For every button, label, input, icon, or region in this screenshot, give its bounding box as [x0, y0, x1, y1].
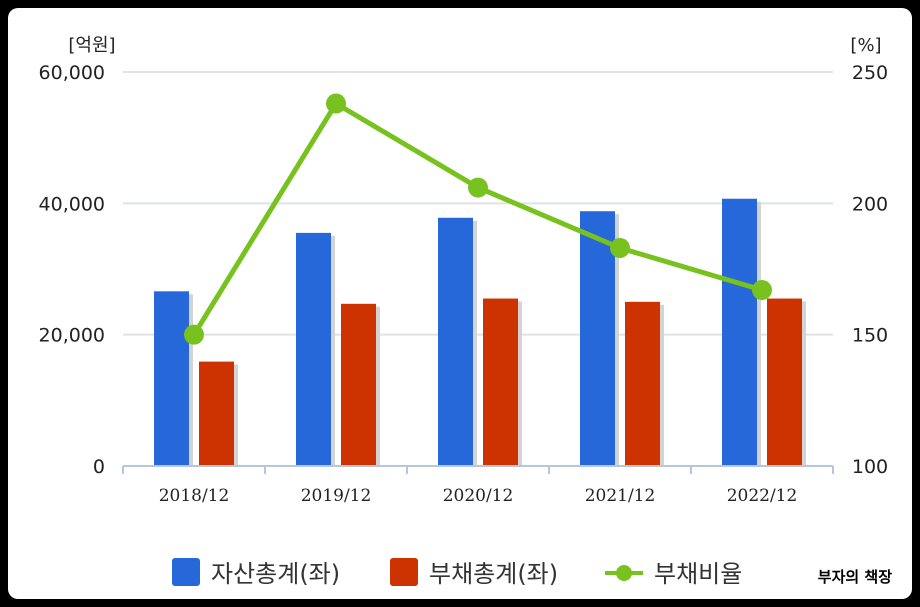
bar-liabilities [767, 298, 802, 466]
legend-label-ratio: 부채비율 [654, 560, 742, 588]
bar-assets [722, 198, 757, 466]
right-axis-tick-label: 100 [852, 456, 888, 478]
x-axis-tick-label: 2021/12 [585, 486, 656, 506]
bar-assets [296, 232, 331, 466]
bar-liabilities [199, 361, 234, 466]
legend-label-liabilities: 부채총계(좌) [429, 560, 558, 588]
left-axis-tick-label: 0 [93, 456, 105, 478]
right-axis-tick-label: 200 [852, 193, 888, 215]
right-axis-unit: [%] [850, 35, 881, 56]
bar-assets [438, 217, 473, 466]
left-axis: [억원] 0 20,000 40,000 60,000 [39, 35, 116, 478]
legend-item-liabilities[interactable]: 부채총계(좌) [390, 558, 558, 588]
legend-item-ratio[interactable]: 부채비율 [605, 560, 742, 588]
legend-label-assets: 자산총계(좌) [211, 560, 340, 588]
ratio-point [752, 280, 772, 301]
bar-assets [154, 291, 189, 466]
legend-swatch-liabilities [390, 558, 418, 586]
x-axis: 2018/12 2019/12 2020/12 2021/12 2022/12 [122, 465, 834, 506]
grid [123, 71, 833, 336]
legend-item-assets[interactable]: 자산총계(좌) [172, 558, 340, 588]
right-axis-tick-label: 150 [852, 325, 888, 347]
x-axis-tick-label: 2022/12 [727, 486, 798, 506]
watermark-text: 부자의 책장 [818, 568, 892, 586]
bars [154, 198, 806, 466]
bar-liabilities [625, 301, 660, 466]
legend-swatch-assets [172, 558, 200, 586]
bar-liabilities [341, 303, 376, 466]
ratio-point [468, 177, 488, 198]
x-axis-tick-label: 2020/12 [443, 486, 514, 506]
ratio-line-path [191, 101, 763, 336]
bar-assets [580, 211, 615, 466]
bar-liabilities [483, 298, 518, 466]
right-axis: [%] 100 150 200 250 [850, 35, 888, 478]
legend-marker-ratio [616, 565, 632, 581]
ratio-point [610, 237, 630, 258]
left-axis-tick-label: 20,000 [39, 325, 105, 347]
ratio-point [184, 324, 204, 345]
right-axis-tick-label: 250 [852, 62, 888, 84]
ratio-point [326, 93, 346, 114]
left-axis-tick-label: 60,000 [39, 62, 105, 84]
x-axis-tick-label: 2019/12 [301, 486, 372, 506]
ratio-line [184, 93, 772, 345]
legend: 자산총계(좌) 부채총계(좌) 부채비율 [172, 558, 742, 588]
left-axis-unit: [억원] [68, 35, 115, 56]
x-axis-tick-label: 2018/12 [159, 486, 230, 506]
left-axis-tick-label: 40,000 [39, 193, 105, 215]
